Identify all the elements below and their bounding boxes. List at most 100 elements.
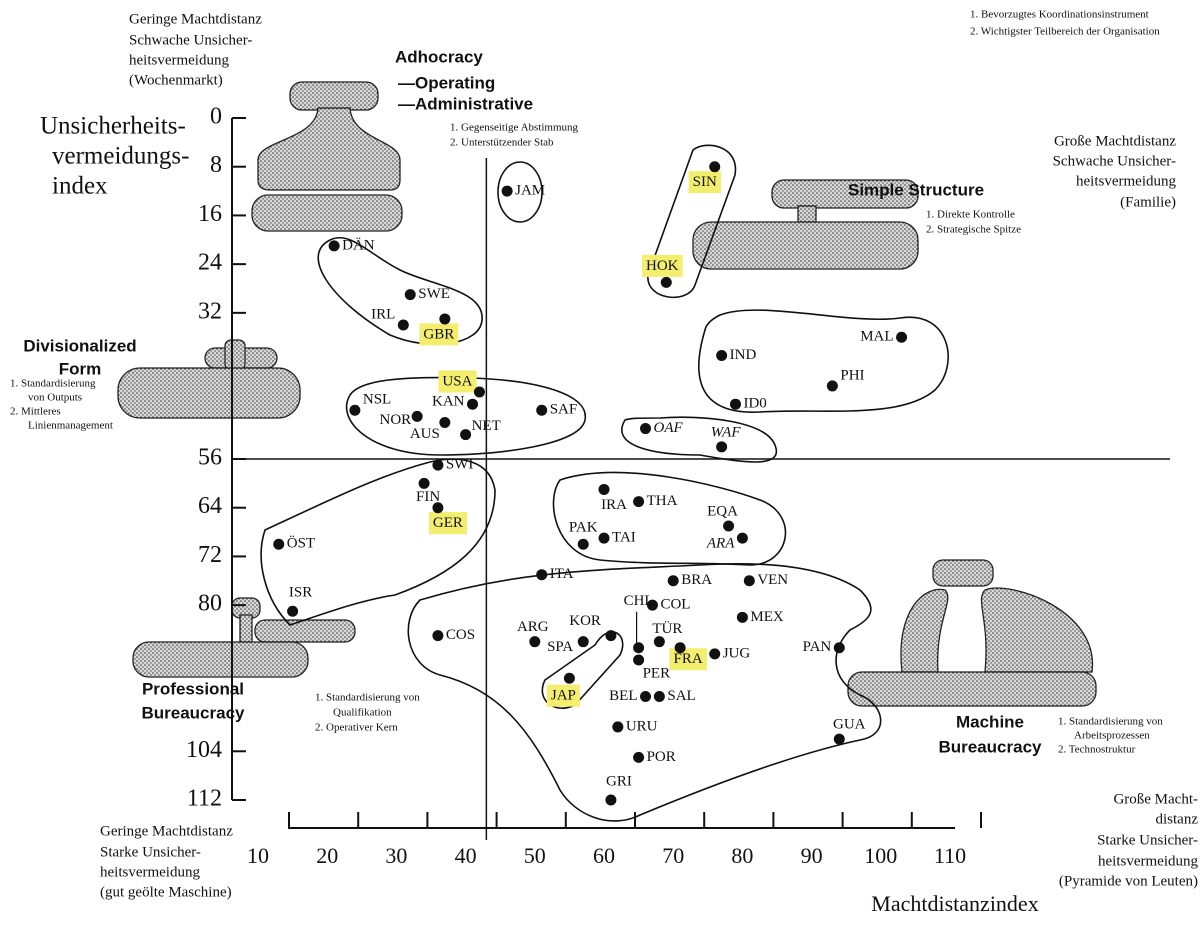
structure-note: 2. Unterstützender Stab: [450, 137, 554, 149]
point-label: PAN: [803, 639, 832, 655]
point: [633, 654, 644, 665]
x-tick-label: 30: [385, 843, 407, 868]
point: [432, 502, 443, 513]
point-label: JAP: [551, 688, 576, 704]
y-tick-label: 56: [198, 445, 222, 471]
point-label: COS: [446, 627, 475, 643]
point: [716, 441, 727, 452]
structure-name: Divisionalized: [23, 336, 136, 355]
y-axis-label: vermeidungs-: [52, 143, 189, 170]
quadrant-label: Schwache Unsicher-: [1053, 153, 1176, 169]
point: [412, 411, 423, 422]
x-tick-label: 100: [864, 843, 897, 868]
point: [744, 575, 755, 586]
y-tick-label: 32: [198, 298, 222, 324]
quadrant-label: distanz: [1156, 811, 1199, 827]
point-label: PAK: [569, 520, 598, 536]
point: [654, 691, 665, 702]
point-label: EQA: [707, 503, 738, 519]
quadrant-label: Große Machtdistanz: [1054, 133, 1176, 149]
point: [737, 612, 748, 623]
point-label: TAI: [612, 530, 636, 546]
point-label: COL: [660, 597, 690, 613]
structure-note: 2. Technostruktur: [1058, 744, 1136, 756]
point: [599, 484, 610, 495]
point-label: AUS: [410, 426, 440, 442]
quadrant-label: (Pyramide von Leuten): [1059, 873, 1198, 889]
point: [827, 380, 838, 391]
point-label: KOR: [569, 613, 601, 629]
y-tick-label: 0: [210, 104, 222, 130]
point-label: OAF: [654, 420, 684, 436]
point-label: GUA: [833, 717, 866, 733]
point-label: GRI: [606, 773, 632, 789]
quadrant-label: Schwache Unsicher-: [129, 32, 252, 48]
y-tick-label: 8: [210, 152, 222, 178]
structure-note: 2. Strategische Spitze: [926, 224, 1021, 236]
point-label: BEL: [609, 688, 637, 704]
point: [640, 423, 651, 434]
point-label: ARA: [706, 536, 735, 552]
point: [419, 478, 430, 489]
point-label: IRA: [601, 497, 627, 513]
point-label: SAF: [550, 402, 578, 418]
point: [633, 642, 644, 653]
point-label: HOK: [646, 258, 679, 274]
point: [640, 691, 651, 702]
structure-note: 1. Direkte Kontrolle: [926, 209, 1015, 221]
point: [439, 417, 450, 428]
point-label: ID0: [743, 396, 766, 412]
point: [612, 721, 623, 732]
point: [432, 630, 443, 641]
point: [398, 320, 409, 331]
key-note: 2. Wichtigster Teilbereich der Organisat…: [970, 26, 1160, 38]
structure-name: —Operating: [398, 73, 495, 92]
point: [432, 460, 443, 471]
key-note: 1. Bevorzugtes Koordinationsinstrument: [970, 9, 1149, 21]
point: [460, 429, 471, 440]
structure-note: 1. Gegenseitige Abstimmung: [450, 122, 579, 134]
point: [723, 520, 734, 531]
x-tick-label: 20: [316, 843, 338, 868]
point: [405, 289, 416, 300]
structure-note: Linienmanagement: [28, 420, 113, 432]
point: [564, 673, 575, 684]
quadrant-label: heitsvermeidung: [1076, 173, 1176, 189]
point-label: CHL: [624, 593, 654, 609]
point-label: KAN: [432, 394, 465, 410]
y-tick-label: 112: [187, 786, 222, 812]
structure-name: Professional: [142, 679, 244, 698]
quadrant-label: heitsvermeidung: [129, 52, 229, 68]
point-label: WAF: [711, 424, 742, 440]
y-tick-label: 72: [198, 542, 222, 568]
point-label: USA: [442, 373, 472, 389]
point: [349, 405, 360, 416]
point: [329, 240, 340, 251]
x-tick-label: 50: [524, 843, 546, 868]
x-tick-label: 70: [662, 843, 684, 868]
y-tick-label: 16: [198, 201, 222, 227]
quadrant-label: (Familie): [1120, 194, 1176, 210]
structure-note: 1. Standardisierung von: [315, 692, 420, 704]
point-label: NOR: [379, 412, 411, 428]
structure-note: 1. Standardisierung: [10, 378, 96, 390]
point: [709, 648, 720, 659]
point: [467, 399, 478, 410]
point-label: THA: [647, 493, 678, 509]
background: [0, 0, 1203, 937]
y-axis-label: Unsicherheits-: [40, 113, 186, 140]
point: [529, 636, 540, 647]
point-label: MAL: [860, 329, 893, 345]
x-tick-label: 80: [731, 843, 753, 868]
point: [273, 539, 284, 550]
x-tick-label: 110: [934, 843, 966, 868]
point: [605, 630, 616, 641]
point-label: FRA: [674, 651, 703, 667]
point: [661, 277, 672, 288]
point: [578, 636, 589, 647]
y-tick-label: 64: [198, 493, 222, 519]
point: [536, 569, 547, 580]
point: [668, 575, 679, 586]
point-label: TÜR: [652, 620, 682, 637]
point-label: GER: [433, 515, 463, 531]
